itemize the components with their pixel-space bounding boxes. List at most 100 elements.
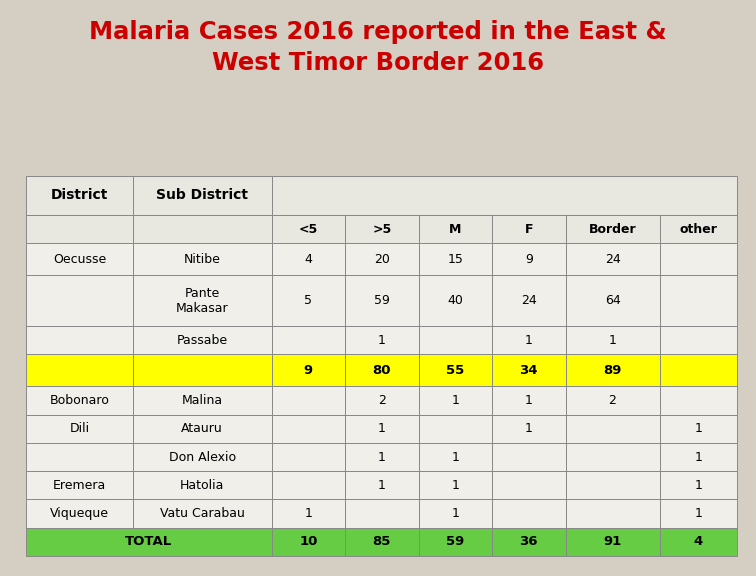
Text: 10: 10 [299,535,318,548]
Bar [132,244,271,275]
Bar [345,326,419,354]
Bar [492,471,565,499]
Text: District: District [51,188,108,202]
Text: 1: 1 [525,334,533,347]
Bar [565,215,659,244]
Bar [132,386,271,415]
Text: Atauru: Atauru [181,422,223,435]
Text: 1: 1 [378,334,386,347]
Text: 2: 2 [378,394,386,407]
Bar [565,244,659,275]
Bar [565,471,659,499]
Bar [271,386,345,415]
Text: 24: 24 [605,253,621,266]
Text: Pante
Makasar: Pante Makasar [175,287,228,315]
Bar [659,326,737,354]
Bar [26,471,132,499]
Text: 1: 1 [694,450,702,464]
Text: Passabe: Passabe [176,334,228,347]
Text: 15: 15 [448,253,463,266]
Text: 1: 1 [525,394,533,407]
Bar [26,215,132,244]
Text: 1: 1 [451,450,459,464]
Text: Malina: Malina [181,394,222,407]
Text: Dili: Dili [70,422,90,435]
Bar [345,415,419,443]
Text: 1: 1 [694,479,702,492]
Bar [492,354,565,386]
Text: Eremera: Eremera [53,479,106,492]
Text: 4: 4 [694,535,703,548]
Text: Oecusse: Oecusse [53,253,106,266]
Bar [26,176,132,215]
Text: 1: 1 [305,507,312,520]
Bar [26,275,132,326]
Text: 1: 1 [378,450,386,464]
Bar [419,244,492,275]
Bar [132,415,271,443]
Text: F: F [525,223,533,236]
Bar [271,176,737,215]
Bar [419,499,492,528]
Text: 24: 24 [521,294,537,308]
Bar [26,415,132,443]
Text: 4: 4 [305,253,312,266]
Bar [419,528,492,556]
Text: Hatolia: Hatolia [180,479,225,492]
Text: 64: 64 [605,294,621,308]
Bar [345,244,419,275]
Text: Malaria Cases 2016 reported in the East &
West Timor Border 2016: Malaria Cases 2016 reported in the East … [89,20,667,75]
Bar [659,528,737,556]
Bar [271,471,345,499]
Text: 2: 2 [609,394,616,407]
Bar [132,354,271,386]
Bar [345,471,419,499]
Bar [565,499,659,528]
Bar [345,499,419,528]
Bar [132,443,271,471]
Text: >5: >5 [372,223,392,236]
Bar [659,443,737,471]
Bar [345,443,419,471]
Text: 36: 36 [519,535,538,548]
Bar [132,215,271,244]
Text: 59: 59 [374,294,389,308]
Bar [26,499,132,528]
Bar [565,443,659,471]
Text: 9: 9 [304,364,313,377]
Bar [271,354,345,386]
Bar [132,326,271,354]
Bar [345,354,419,386]
Text: Nitibe: Nitibe [184,253,221,266]
Text: 9: 9 [525,253,533,266]
Bar [419,354,492,386]
Bar [419,326,492,354]
Text: 1: 1 [378,422,386,435]
Text: 89: 89 [603,364,621,377]
Bar [271,499,345,528]
Text: 59: 59 [446,535,464,548]
Bar [419,386,492,415]
Bar [659,275,737,326]
Text: 1: 1 [451,394,459,407]
Text: 1: 1 [525,422,533,435]
Text: Sub District: Sub District [156,188,248,202]
Bar [345,528,419,556]
Bar [565,528,659,556]
Text: 20: 20 [374,253,389,266]
Text: M: M [449,223,461,236]
Bar [659,415,737,443]
Bar [26,386,132,415]
Text: 80: 80 [373,364,391,377]
Text: Bobonaro: Bobonaro [50,394,110,407]
Bar [659,471,737,499]
Text: 1: 1 [378,479,386,492]
Bar [492,443,565,471]
Text: 1: 1 [609,334,616,347]
Bar [492,415,565,443]
Bar [419,275,492,326]
Bar [345,215,419,244]
Bar [132,275,271,326]
Bar [565,275,659,326]
Text: 5: 5 [304,294,312,308]
